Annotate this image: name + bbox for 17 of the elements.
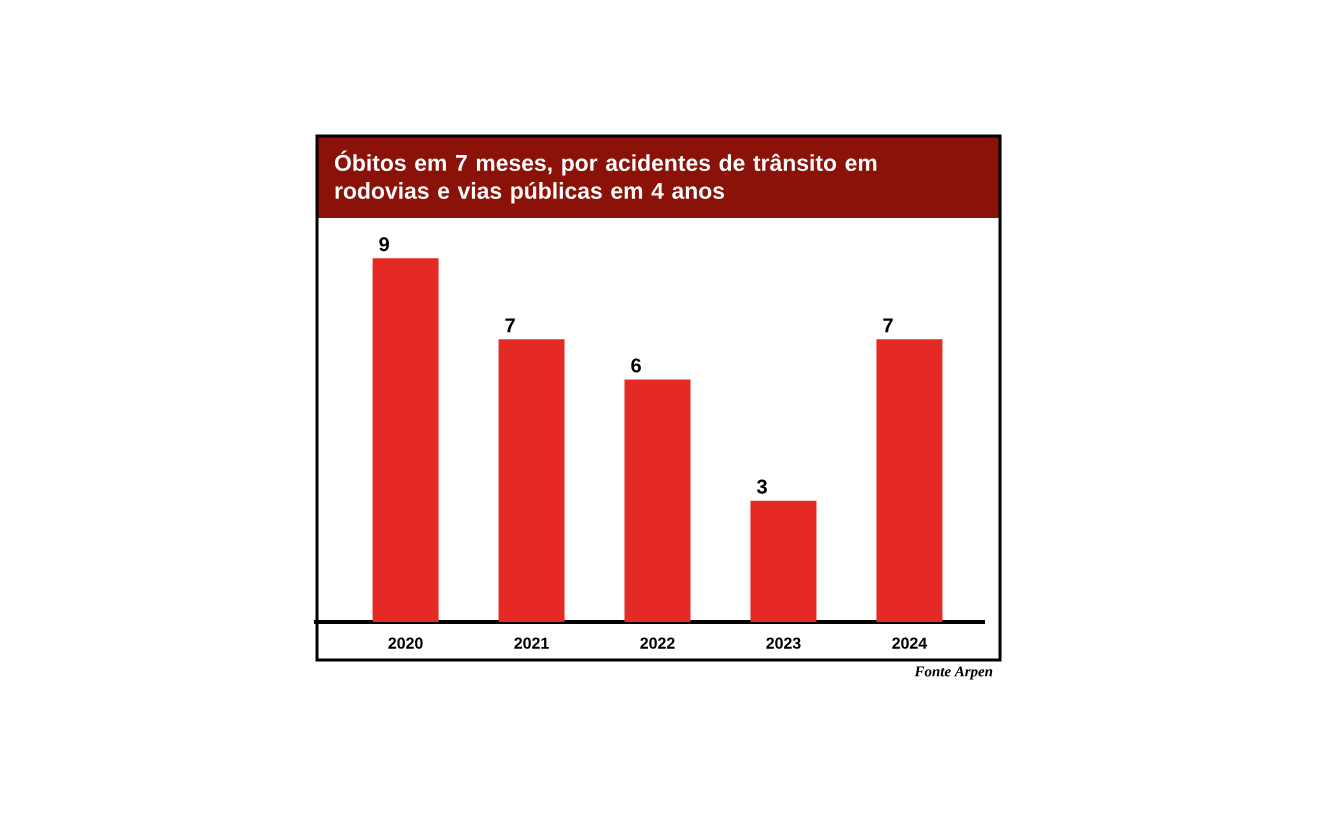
x-tick-label: 2022 [640,637,675,649]
source-note: Fonte Arpen [914,666,993,680]
x-tick-label: 2021 [514,637,549,649]
bar [750,500,817,622]
bar [876,339,943,622]
data-label: 3 [756,479,767,494]
data-label: 7 [883,318,893,333]
chart-title: Óbitos em 7 meses, por acidentes de trânsito em rodovias e vias públicas em 4 anos [334,150,877,204]
bar [372,258,439,622]
data-label: 7 [505,318,515,333]
bar [624,379,691,622]
x-tick-label: 2024 [892,637,928,649]
x-tick-label: 2023 [766,637,801,649]
data-label: 9 [379,237,389,252]
bar [498,339,565,622]
x-tick-label: 2020 [388,637,423,649]
data-label: 6 [631,358,641,373]
